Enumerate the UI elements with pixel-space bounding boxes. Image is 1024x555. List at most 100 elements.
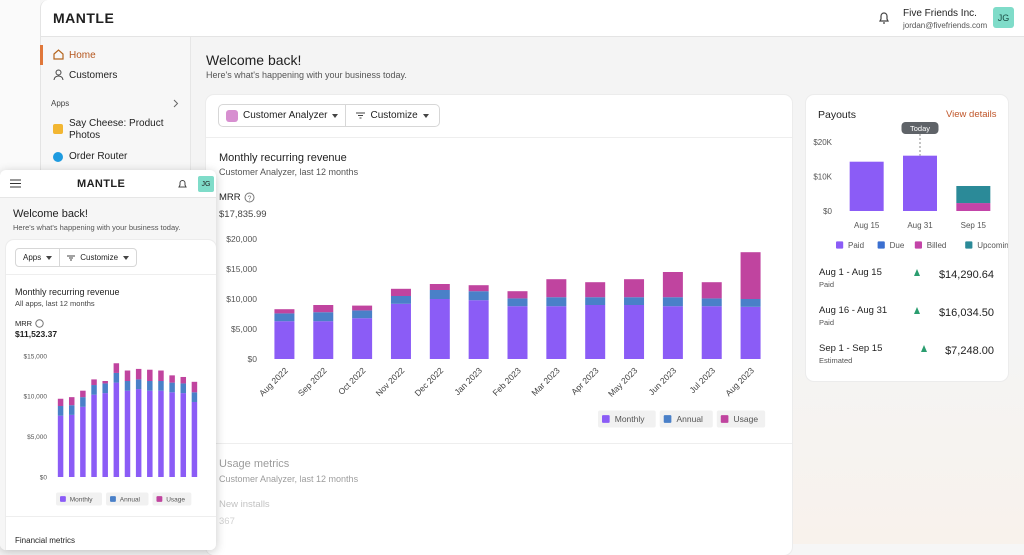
- bar-segment: [80, 397, 86, 407]
- customize-button[interactable]: Customize: [346, 104, 440, 127]
- legend-label: Monthly: [70, 496, 94, 503]
- metric-label: New installs: [219, 499, 270, 510]
- logo[interactable]: MANTLE: [53, 10, 115, 26]
- bar-segment: [274, 321, 295, 359]
- bar-segment: [191, 401, 198, 477]
- info-icon[interactable]: [35, 319, 44, 328]
- app-item[interactable]: Order Router: [69, 151, 128, 162]
- legend-chip: [56, 492, 103, 506]
- menu-icon[interactable]: [10, 179, 21, 188]
- bar-segment: [507, 306, 528, 359]
- bar-segment: [158, 370, 164, 382]
- y-tick-label: $10K: [813, 172, 832, 181]
- bar-segment: [91, 394, 97, 477]
- bar-segment: [701, 282, 722, 299]
- bar-segment: [546, 279, 567, 298]
- card-subtitle: Customer Analyzer, last 12 months: [219, 167, 359, 177]
- view-details-link[interactable]: View details: [946, 109, 997, 120]
- y-tick-label: $5,000: [231, 324, 257, 334]
- bar-segment: [113, 363, 120, 373]
- legend-label: Paid: [848, 241, 864, 250]
- legend-label: Billed: [927, 241, 947, 250]
- apps-button[interactable]: Apps: [15, 248, 61, 267]
- bar-segment: [468, 300, 489, 359]
- app-item[interactable]: Say Cheese: Product Photos: [69, 118, 164, 141]
- legend-swatch: [663, 415, 672, 423]
- bar-segment: [91, 385, 97, 395]
- nav-item[interactable]: Customers: [69, 70, 118, 81]
- bar-segment: [585, 282, 606, 298]
- bar-segment: [849, 161, 884, 211]
- bar-segment: [158, 390, 164, 477]
- bar-segment: [274, 309, 295, 314]
- y-tick-label: $0: [248, 354, 258, 364]
- app-select-label: Customer Analyzer: [243, 110, 328, 121]
- bell-icon[interactable]: [178, 179, 187, 190]
- customize-button[interactable]: Customize: [60, 248, 138, 267]
- bar-segment: [57, 415, 64, 477]
- bar-segment: [68, 405, 75, 415]
- legend-label: Monthly: [615, 414, 646, 424]
- bar-segment: [701, 306, 722, 359]
- chevron[interactable]: [173, 99, 179, 108]
- x-tick-label: Aug 2022: [257, 365, 290, 398]
- x-tick-label: Aug 2023: [723, 365, 756, 398]
- app-select[interactable]: Customer Analyzer: [218, 104, 347, 127]
- bar-segment: [313, 312, 334, 322]
- payout-period: Aug 1 - Aug 15: [819, 267, 882, 278]
- legend-swatch: [914, 241, 922, 249]
- bar-segment: [135, 368, 142, 380]
- card-title: Monthly recurring revenue: [219, 152, 347, 164]
- legend-swatch: [877, 241, 885, 249]
- payouts-chart: $0 $10K $20K Aug 15 Aug 31 Sep 15 Today Paid Due…: [813, 122, 1008, 250]
- y-tick-label: $0: [40, 474, 48, 481]
- bar-segment: [102, 383, 108, 394]
- bar-segment: [180, 393, 187, 477]
- bar-segment: [57, 398, 64, 407]
- divider: [6, 516, 216, 517]
- caret: [422, 113, 429, 118]
- top-bar: MANTLE Five Friends Inc. jordan@fivefrie…: [40, 0, 1024, 37]
- card-subtitle: Customer Analyzer, last 12 months: [219, 474, 359, 484]
- x-tick-label: May 2023: [606, 365, 640, 399]
- card-title: Payouts: [818, 109, 856, 121]
- up-arrow: [914, 307, 920, 314]
- divider: [206, 443, 792, 444]
- x-tick-label: Feb 2023: [490, 365, 523, 398]
- usage-section: Usage metrics Customer Analyzer, last 12…: [219, 458, 358, 527]
- bar-segment: [740, 252, 761, 299]
- app-icon: [226, 109, 238, 122]
- bar-segment: [390, 303, 411, 359]
- company-name: Five Friends Inc.: [903, 8, 977, 19]
- x-tick-label: Mar 2023: [529, 365, 562, 398]
- y-tick-label: $15,000: [24, 353, 48, 360]
- user-email: jordan@fivefriends.com: [903, 21, 988, 30]
- legend-label: Annual: [676, 414, 703, 424]
- bar-segment: [956, 185, 991, 204]
- bar-segment: [429, 299, 450, 359]
- legend-swatch: [110, 496, 116, 502]
- x-tick-label: Dec 2022: [412, 365, 445, 398]
- bell-icon[interactable]: [878, 11, 890, 25]
- logo[interactable]: MANTLE: [77, 178, 126, 190]
- bar-segment: [135, 389, 142, 477]
- avatar[interactable]: JG: [993, 7, 1014, 28]
- legend-label: Usage: [166, 496, 185, 503]
- metric-value: 367: [219, 516, 235, 527]
- bar-segment: [313, 321, 334, 359]
- metric-value: $11,523.37: [15, 329, 58, 339]
- info-icon[interactable]: ?: [244, 192, 255, 203]
- bar-segment: [68, 414, 75, 477]
- mrr-chart: $0 $5,000 $10,000 $15,000 $20,000 Aug 2022 Sep…: [226, 234, 766, 428]
- bar-segment: [91, 379, 97, 386]
- bar-segment: [124, 370, 131, 382]
- legend-swatch: [836, 241, 844, 249]
- nav-item[interactable]: Home: [69, 50, 96, 61]
- payout-amount: $16,034.50: [938, 307, 994, 319]
- avatar[interactable]: JG: [198, 176, 214, 192]
- payout-amount: $7,248.00: [945, 345, 994, 357]
- bar-segment: [124, 390, 131, 477]
- bar-segment: [147, 381, 153, 391]
- x-tick-label: Oct 2022: [336, 365, 368, 397]
- page-title: Welcome back!: [13, 208, 88, 220]
